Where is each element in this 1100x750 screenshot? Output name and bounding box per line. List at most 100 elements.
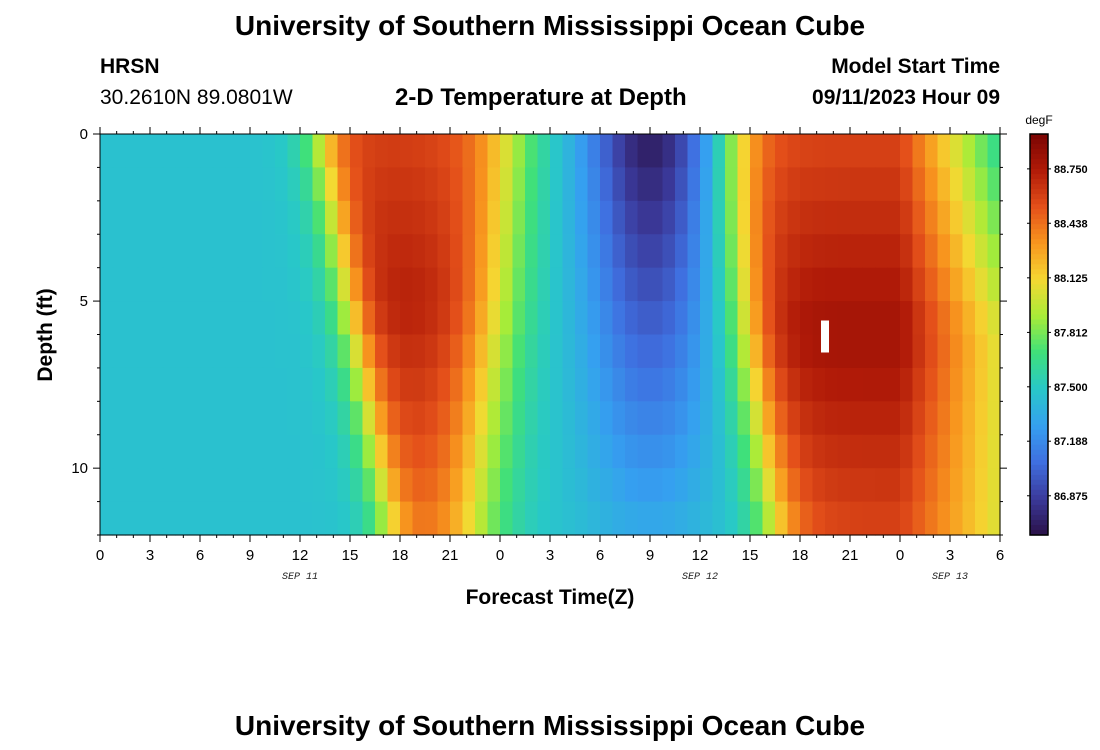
heatmap-cell: [175, 367, 189, 402]
heatmap-cell: [462, 367, 476, 402]
heatmap-cell: [312, 267, 326, 302]
heatmap-cell: [825, 367, 839, 402]
heatmap-cell: [775, 367, 789, 402]
heatmap-cell: [437, 367, 451, 402]
heatmap-cell: [300, 267, 314, 302]
heatmap-cell: [887, 134, 901, 169]
heatmap-cell: [650, 234, 664, 269]
heatmap-cell: [137, 501, 151, 536]
heatmap-cell: [325, 434, 339, 469]
heatmap-cell: [900, 468, 914, 503]
colorbar-segment: [1030, 324, 1048, 331]
heatmap-cell: [862, 134, 876, 169]
heatmap-cell: [712, 200, 726, 235]
heatmap-cell: [162, 401, 176, 436]
heatmap-cell: [725, 401, 739, 436]
x-date-label: SEP 12: [682, 572, 718, 583]
heatmap-cell: [912, 267, 926, 302]
colorbar-segment: [1030, 289, 1048, 295]
heatmap-cell: [612, 434, 626, 469]
heatmap-cell: [712, 367, 726, 402]
heatmap-cell: [287, 434, 301, 469]
colorbar-segment: [1030, 369, 1048, 376]
heatmap-cell: [175, 167, 189, 202]
heatmap-cell: [212, 434, 226, 469]
heatmap-cell: [812, 401, 826, 436]
heatmap-cell: [387, 134, 401, 169]
heatmap-cell: [237, 200, 251, 235]
heatmap-cell: [262, 301, 276, 336]
heatmap-cell: [337, 468, 351, 503]
heatmap-cell: [387, 401, 401, 436]
heatmap-cell: [387, 501, 401, 536]
heatmap-cell: [850, 468, 864, 503]
heatmap-cell: [950, 434, 964, 469]
heatmap-cell: [550, 401, 564, 436]
heatmap-cell: [962, 401, 976, 436]
heatmap-cell: [500, 401, 514, 436]
heatmap-cell: [487, 367, 501, 402]
heatmap-cell: [875, 234, 889, 269]
heatmap-cell: [362, 468, 376, 503]
heatmap-cell: [200, 501, 214, 536]
heatmap-cell: [687, 134, 701, 169]
colorbar-segment: [1030, 279, 1048, 285]
heatmap-cell: [350, 167, 364, 202]
heatmap-cell: [287, 167, 301, 202]
heatmap-cell: [712, 434, 726, 469]
heatmap-cell: [900, 401, 914, 436]
heatmap-cell: [975, 468, 989, 503]
heatmap-cell: [400, 468, 414, 503]
heatmap-cell: [100, 134, 114, 169]
heatmap-cell: [862, 468, 876, 503]
heatmap-cell: [987, 267, 1001, 302]
heatmap-cell: [237, 301, 251, 336]
heatmap-cell: [600, 267, 614, 302]
heatmap-cell: [450, 167, 464, 202]
heatmap-cell: [112, 367, 126, 402]
colorbar-segment: [1030, 444, 1048, 451]
colorbar-segment: [1030, 339, 1048, 346]
heatmap-cell: [400, 501, 414, 536]
heatmap-cell: [600, 234, 614, 269]
heatmap-cell: [387, 200, 401, 235]
heatmap-cell: [775, 167, 789, 202]
heatmap-cell: [512, 234, 526, 269]
heatmap-cell: [525, 367, 539, 402]
heatmap-cell: [512, 167, 526, 202]
heatmap-cell: [112, 267, 126, 302]
heatmap-cell: [162, 468, 176, 503]
heatmap-cell: [887, 234, 901, 269]
heatmap-cell: [587, 501, 601, 536]
heatmap-cell: [337, 200, 351, 235]
heatmap-cell: [437, 167, 451, 202]
heatmap-cell: [425, 501, 439, 536]
heatmap-cell: [500, 167, 514, 202]
heatmap-cell: [637, 267, 651, 302]
heatmap-cell: [912, 401, 926, 436]
heatmap-cell: [125, 267, 139, 302]
heatmap-cell: [137, 434, 151, 469]
heatmap-cell: [512, 267, 526, 302]
heatmap-cell: [350, 234, 364, 269]
colorbar-segment: [1030, 434, 1048, 441]
heatmap-cell: [175, 301, 189, 336]
heatmap-cell: [175, 267, 189, 302]
heatmap-cell: [325, 234, 339, 269]
heatmap-cell: [612, 501, 626, 536]
heatmap-cell: [200, 434, 214, 469]
heatmap-cell: [950, 200, 964, 235]
heatmap-cell: [650, 434, 664, 469]
x-tick-label: 21: [842, 547, 859, 564]
heatmap-cell: [375, 134, 389, 169]
heatmap-cell: [462, 234, 476, 269]
heatmap-cell: [262, 267, 276, 302]
heatmap-cell: [687, 501, 701, 536]
heatmap-cell: [100, 401, 114, 436]
heatmap-cell: [800, 134, 814, 169]
heatmap-cell: [850, 134, 864, 169]
heatmap-cell: [512, 501, 526, 536]
heatmap-cell: [312, 501, 326, 536]
heatmap-cell: [687, 334, 701, 369]
x-tick-label: 3: [146, 547, 154, 564]
